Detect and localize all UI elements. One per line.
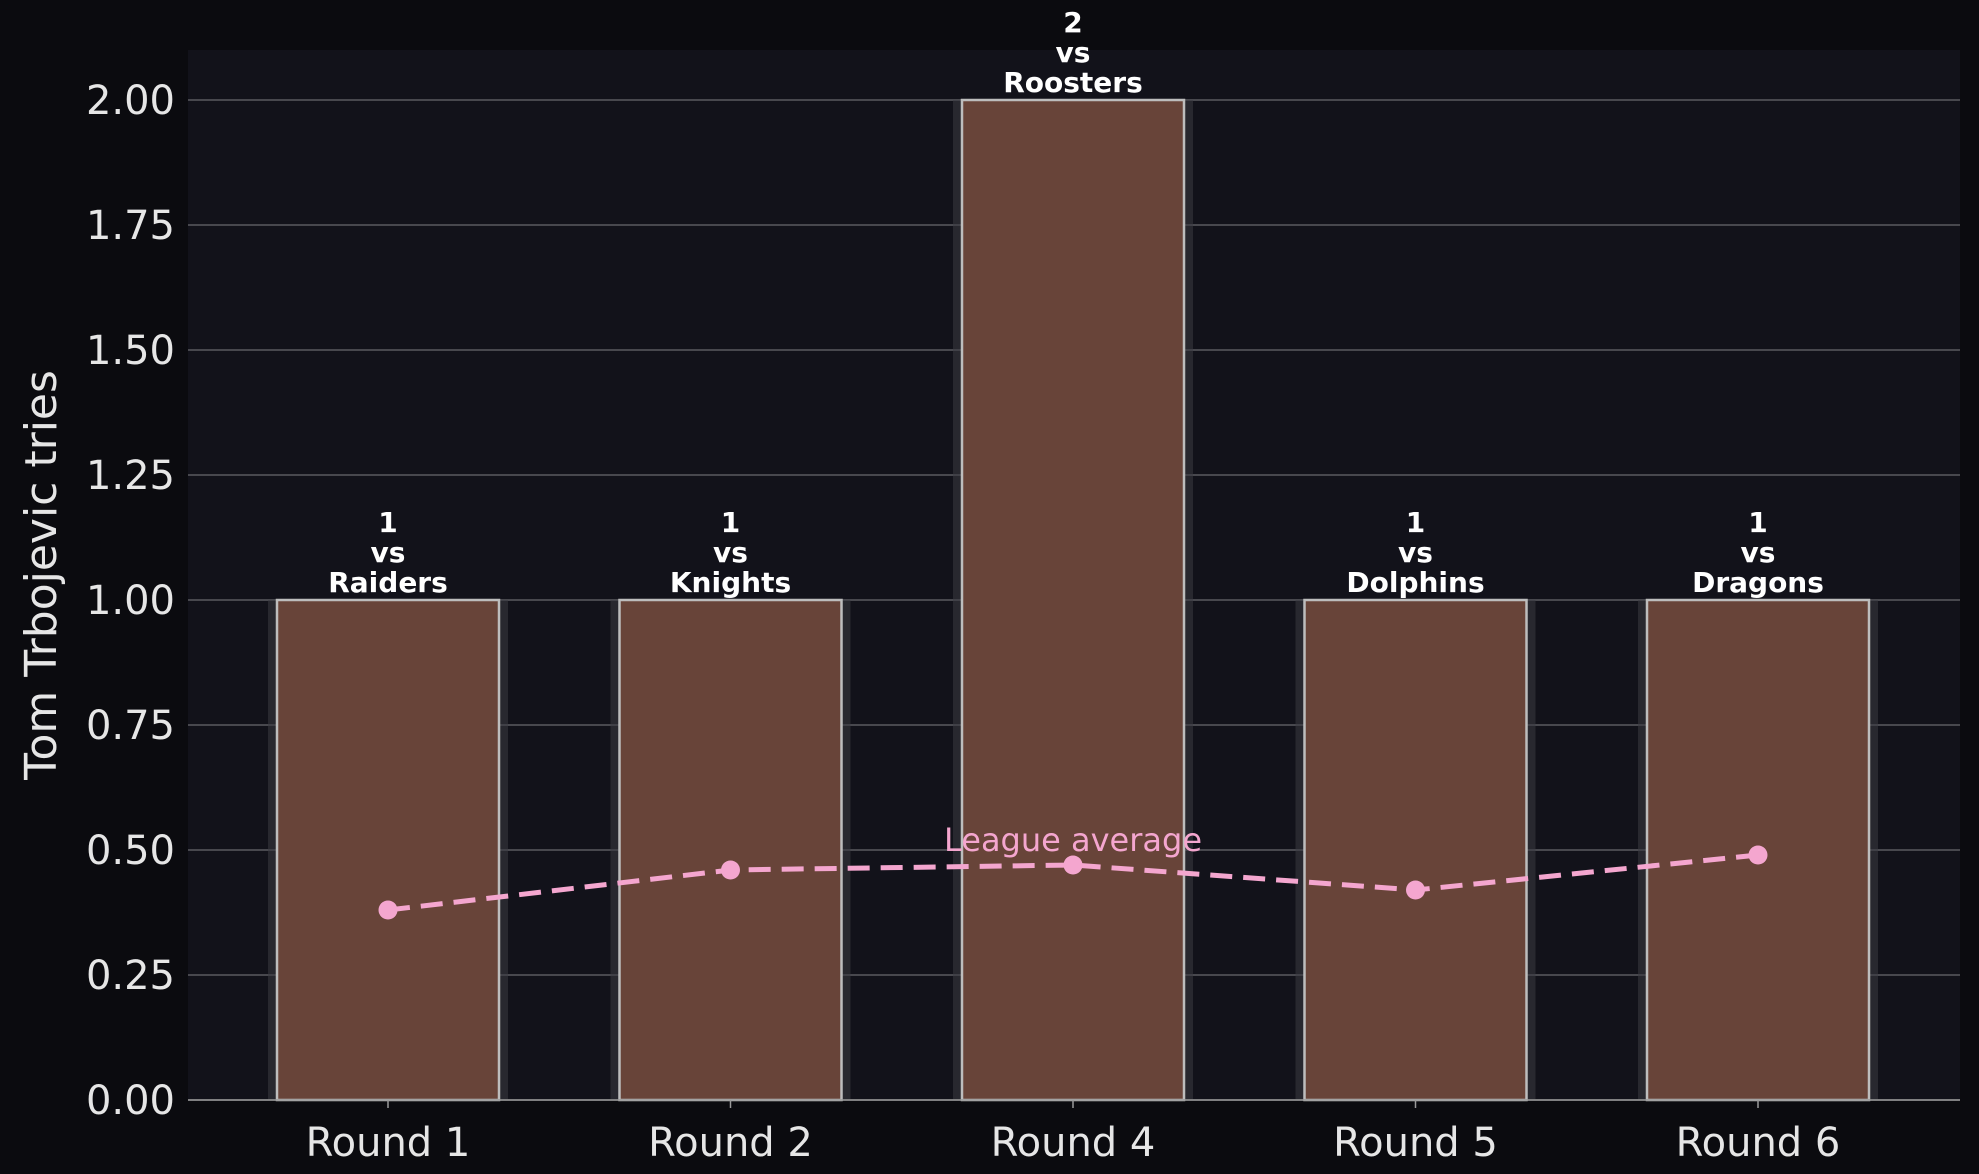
bars bbox=[268, 98, 1878, 1102]
bar bbox=[275, 598, 501, 1102]
y-tick-label: 1.25 bbox=[86, 453, 175, 499]
y-tick-label: 0.25 bbox=[86, 953, 175, 999]
bar bbox=[1645, 598, 1871, 1102]
axes: 0.00 0.25 0.50 0.75 1.00 1.25 1.50 1.75 2.00 Roun… bbox=[86, 78, 1960, 1166]
y-tick-label: 2.00 bbox=[86, 78, 175, 124]
bar-opponent-label: Roosters bbox=[1003, 66, 1143, 99]
bar-vs-label: vs bbox=[1398, 536, 1433, 569]
y-tick-label: 1.75 bbox=[86, 203, 175, 249]
y-tick-label: 1.50 bbox=[86, 328, 175, 374]
bar bbox=[1303, 598, 1528, 1102]
bar-value-label: 1 bbox=[378, 506, 397, 539]
bar-vs-label: vs bbox=[371, 536, 406, 569]
x-tick-label: Round 4 bbox=[991, 1120, 1156, 1166]
y-tick-label: 1.00 bbox=[86, 578, 175, 624]
x-tick-label: Round 2 bbox=[648, 1120, 813, 1166]
bar-vs-label: vs bbox=[713, 536, 748, 569]
bar-vs-label: vs bbox=[1056, 36, 1091, 69]
bar-labels: 1vsRaiders1vsKnights2vsRoosters1vsDolphi… bbox=[328, 6, 1824, 599]
x-tick-label: Round 5 bbox=[1333, 1120, 1498, 1166]
league-average-point bbox=[378, 900, 398, 920]
y-axis-title: Tom Trbojevic tries bbox=[16, 370, 67, 781]
x-tick-label: Round 6 bbox=[1676, 1120, 1841, 1166]
league-average-series: League average bbox=[378, 821, 1768, 920]
bar-value-label: 1 bbox=[1406, 506, 1425, 539]
bar bbox=[618, 598, 843, 1102]
league-average-point bbox=[1063, 855, 1083, 875]
y-tick-label: 0.00 bbox=[86, 1078, 175, 1124]
bar-opponent-label: Dolphins bbox=[1346, 566, 1484, 599]
bar-vs-label: vs bbox=[1741, 536, 1776, 569]
x-tick-label: Round 1 bbox=[306, 1120, 471, 1166]
league-average-label: League average bbox=[944, 821, 1202, 859]
bar-opponent-label: Dragons bbox=[1692, 566, 1824, 599]
league-average-point bbox=[1748, 845, 1768, 865]
bar-opponent-label: Knights bbox=[670, 566, 791, 599]
league-average-point bbox=[721, 860, 740, 880]
bar-value-label: 2 bbox=[1063, 6, 1082, 39]
league-average-point bbox=[1406, 880, 1425, 900]
bar bbox=[960, 98, 1186, 1102]
y-tick-label: 0.75 bbox=[86, 703, 175, 749]
bar-opponent-label: Raiders bbox=[328, 566, 448, 599]
bar-value-label: 1 bbox=[721, 506, 740, 539]
bar-value-label: 1 bbox=[1748, 506, 1767, 539]
y-tick-label: 0.50 bbox=[86, 828, 175, 874]
